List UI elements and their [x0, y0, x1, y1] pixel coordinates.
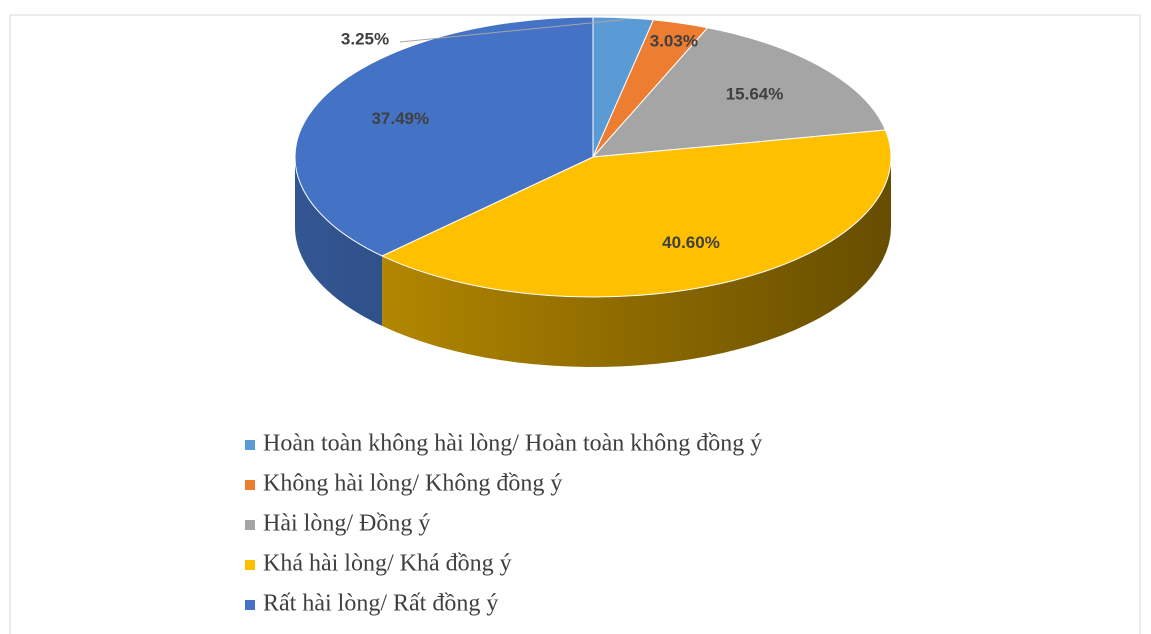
legend-swatch: [245, 520, 255, 530]
data-label: 3.03%: [650, 31, 698, 50]
pie-slice: [380, 129, 892, 298]
pie-slice: [294, 16, 594, 257]
legend-swatch: [245, 600, 255, 610]
pie-side: [295, 157, 383, 326]
data-label: 37.49%: [371, 109, 429, 128]
data-label: 40.60%: [662, 233, 720, 252]
data-label: 15.64%: [726, 84, 784, 103]
legend-label: Rất hài lòng/ Rất đồng ý: [263, 591, 498, 617]
leader-line: [399, 19, 624, 43]
legend-swatch: [245, 480, 255, 490]
legend-label: Hài lòng/ Đồng ý: [263, 511, 430, 537]
pie-slice: [591, 27, 887, 158]
legend-swatch: [245, 440, 255, 450]
legend-label: Không hài lòng/ Không đồng ý: [263, 471, 562, 497]
legend-label: Khá hài lòng/ Khá đồng ý: [263, 551, 512, 577]
legend-swatch: [245, 560, 255, 570]
legend-label: Hoàn toàn không hài lòng/ Hoàn toàn khôn…: [263, 431, 762, 457]
data-label: 3.25%: [341, 29, 389, 48]
pie-side: [382, 157, 891, 367]
